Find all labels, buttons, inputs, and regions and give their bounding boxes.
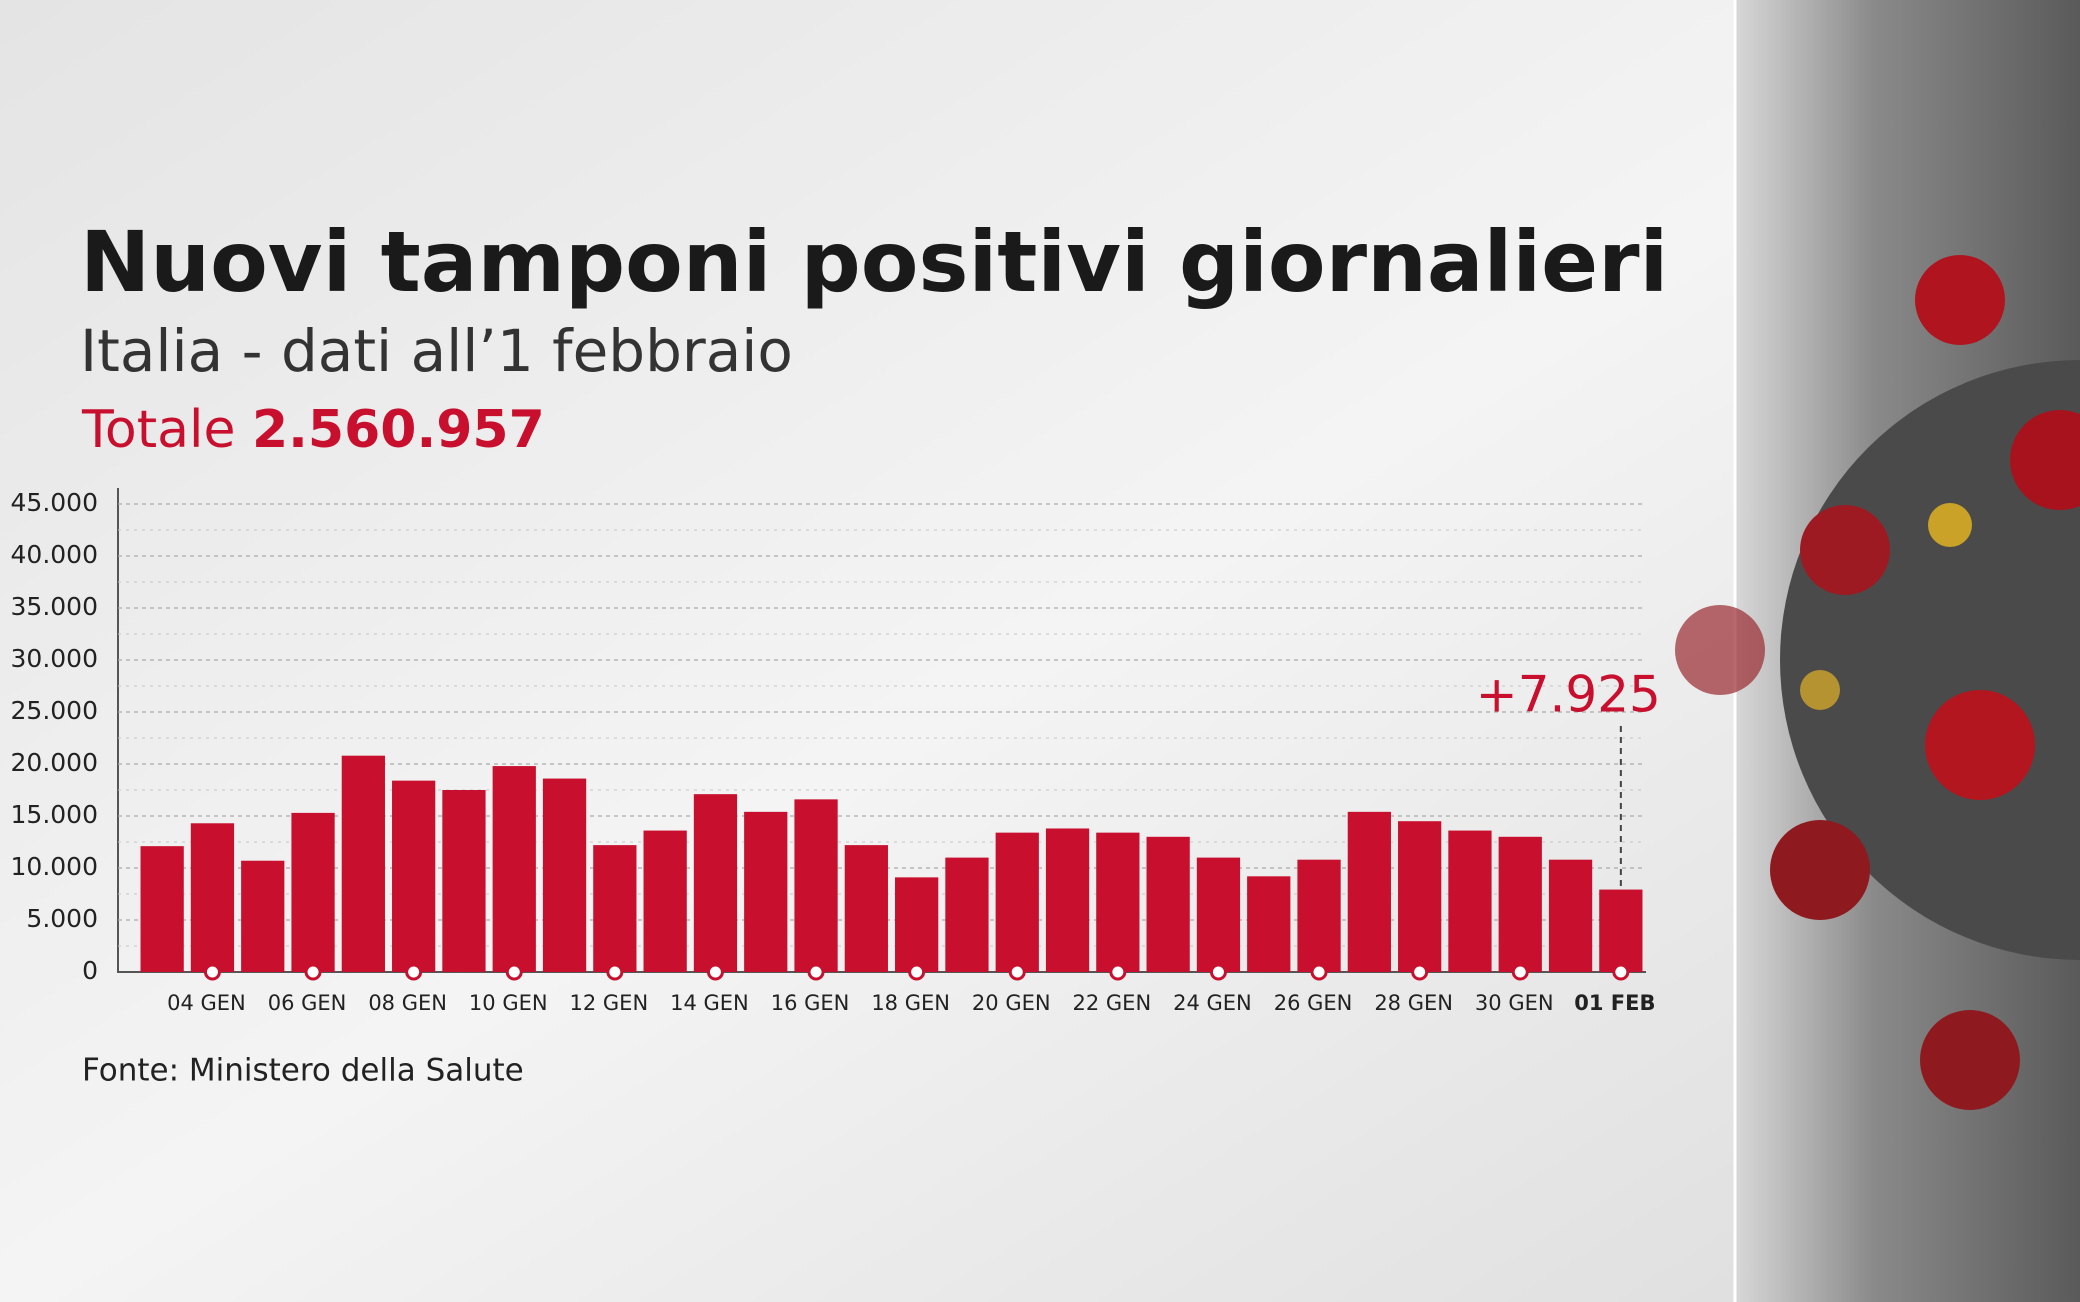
bar bbox=[1448, 830, 1492, 972]
bar bbox=[442, 790, 486, 972]
x-tick-dot bbox=[706, 963, 724, 981]
bar bbox=[1297, 859, 1341, 972]
x-tick-dot bbox=[304, 963, 322, 981]
total-value: 2.560.957 bbox=[252, 400, 545, 460]
bar bbox=[1548, 859, 1593, 972]
bar bbox=[492, 766, 536, 972]
x-tick-label: 30 GEN bbox=[1475, 991, 1554, 1015]
bar bbox=[1498, 836, 1542, 972]
x-tick-label: 06 GEN bbox=[268, 991, 347, 1015]
x-tick-dot bbox=[606, 963, 624, 981]
x-tick-label: 04 GEN bbox=[167, 991, 246, 1015]
bar bbox=[1599, 889, 1643, 972]
x-tick-label: 18 GEN bbox=[871, 991, 950, 1015]
chart-title: Nuovi tamponi positivi giornalieri bbox=[80, 213, 1668, 311]
bar bbox=[1096, 832, 1140, 972]
x-tick-dot bbox=[1612, 963, 1630, 981]
bar bbox=[542, 778, 587, 972]
y-tick-label: 30.000 bbox=[11, 644, 98, 673]
bar bbox=[190, 823, 235, 972]
chart-subtitle: Italia - dati all’1 febbraio bbox=[80, 317, 793, 385]
x-tick-dot bbox=[1511, 963, 1529, 981]
x-tick-dot bbox=[405, 963, 423, 981]
y-tick-label: 10.000 bbox=[11, 852, 98, 881]
bar bbox=[392, 780, 436, 972]
bar bbox=[1146, 836, 1190, 972]
x-tick-label: 14 GEN bbox=[670, 991, 749, 1015]
bar bbox=[844, 845, 888, 972]
x-tick-label: 20 GEN bbox=[972, 991, 1051, 1015]
x-tick-dot bbox=[908, 963, 926, 981]
bar bbox=[140, 846, 184, 972]
bar bbox=[241, 860, 285, 972]
y-tick-label: 20.000 bbox=[11, 748, 98, 777]
bar bbox=[1045, 828, 1090, 972]
x-tick-dot bbox=[505, 963, 523, 981]
x-tick-label: 22 GEN bbox=[1073, 991, 1152, 1015]
source: Fonte: Ministero della Salute bbox=[82, 1053, 524, 1089]
x-tick-label: 08 GEN bbox=[368, 991, 447, 1015]
bar bbox=[593, 845, 637, 972]
x-tick-dot bbox=[1209, 963, 1227, 981]
y-tick-label: 40.000 bbox=[11, 540, 98, 569]
y-tick-label: 5.000 bbox=[26, 904, 98, 933]
bar bbox=[1247, 876, 1291, 972]
x-tick-label: 24 GEN bbox=[1173, 991, 1252, 1015]
bar bbox=[1196, 857, 1241, 972]
x-tick-dot bbox=[1411, 963, 1429, 981]
x-tick-dot bbox=[1109, 963, 1127, 981]
bar bbox=[291, 812, 335, 972]
bar bbox=[693, 794, 738, 972]
total: Totale 2.560.957 bbox=[81, 400, 545, 460]
x-tick-label: 12 GEN bbox=[570, 991, 649, 1015]
bar bbox=[945, 857, 989, 972]
bar bbox=[1347, 811, 1391, 972]
total-label: Totale bbox=[81, 400, 235, 460]
x-tick-label: 10 GEN bbox=[469, 991, 548, 1015]
y-tick-label: 15.000 bbox=[11, 800, 98, 829]
y-tick-label: 45.000 bbox=[11, 488, 98, 517]
virus-illustration bbox=[1675, 255, 2080, 1110]
x-tick-dot bbox=[1008, 963, 1026, 981]
x-tick-dot bbox=[1310, 963, 1328, 981]
x-tick-dot bbox=[203, 963, 221, 981]
bar bbox=[341, 755, 385, 972]
x-tick-label: 28 GEN bbox=[1374, 991, 1453, 1015]
value-label: +7.925 bbox=[1476, 666, 1661, 724]
x-tick-label: 16 GEN bbox=[771, 991, 850, 1015]
bar bbox=[744, 811, 788, 972]
bar bbox=[995, 832, 1039, 972]
y-tick-label: 25.000 bbox=[11, 696, 98, 725]
bar bbox=[794, 799, 838, 972]
bar bbox=[643, 830, 687, 972]
x-tick-label: 26 GEN bbox=[1274, 991, 1353, 1015]
bar bbox=[1398, 821, 1442, 972]
x-tick-label: 01 FEB bbox=[1574, 991, 1655, 1015]
bar bbox=[895, 877, 939, 972]
y-tick-label: 35.000 bbox=[11, 592, 98, 621]
y-tick-label: 0 bbox=[82, 956, 98, 985]
x-tick-dot bbox=[807, 963, 825, 981]
